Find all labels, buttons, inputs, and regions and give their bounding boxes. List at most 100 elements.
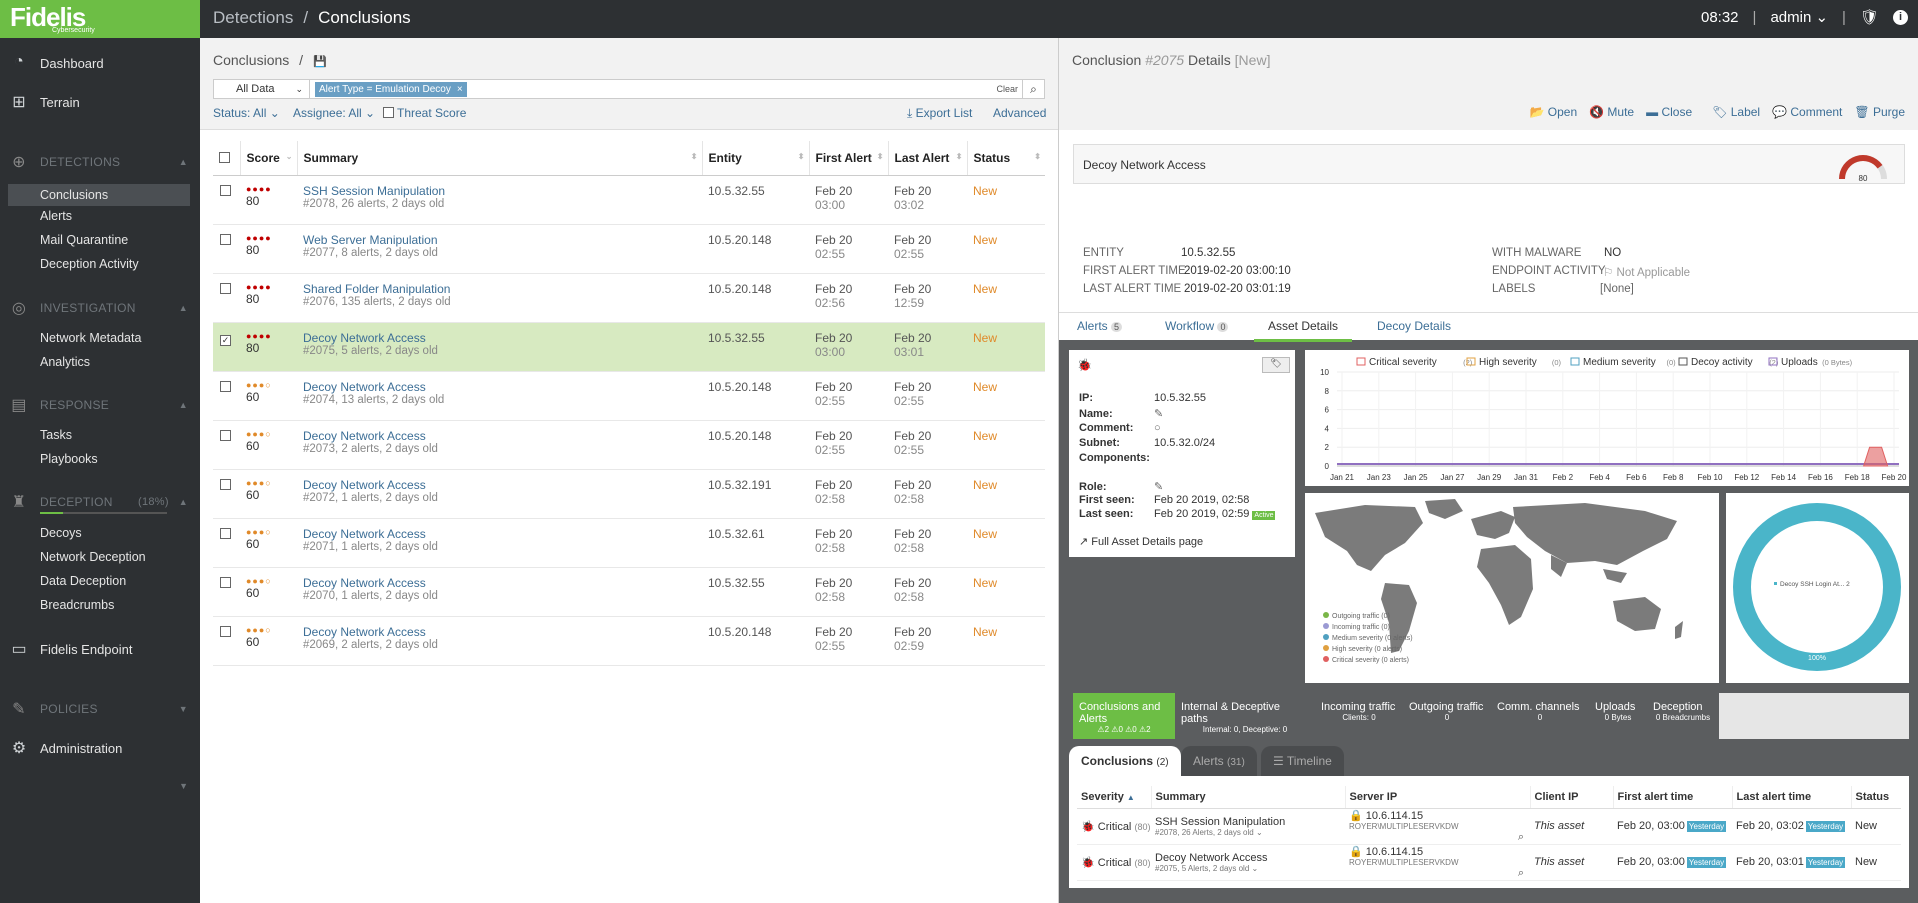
conclusion-title-link[interactable]: Web Server Manipulation xyxy=(303,232,438,247)
comment-button[interactable]: 💬 Comment xyxy=(1772,105,1843,119)
bcol-client-ip[interactable]: Client IP xyxy=(1530,786,1614,809)
sidebar-item-breadcrumbs[interactable]: Breadcrumbs xyxy=(40,598,115,612)
table-row[interactable]: ●●●○ 60 Decoy Network Access #2073, 2 alert… xyxy=(213,420,1045,470)
entity-cell[interactable]: 10.5.20.148 xyxy=(702,371,809,421)
checkbox[interactable] xyxy=(220,625,231,637)
entity-cell[interactable]: 10.5.20.148 xyxy=(702,420,809,470)
sidebar-item-conclusions[interactable]: Conclusions xyxy=(8,184,190,206)
advanced-button[interactable]: Advanced xyxy=(993,106,1047,120)
sidebar-item-network-metadata[interactable]: Network Metadata xyxy=(40,331,142,345)
sidebar-item-dashboard[interactable]: ◔ Dashboard xyxy=(0,52,200,74)
conclusion-title-link[interactable]: SSH Session Manipulation xyxy=(303,183,446,198)
conclusion-title-link[interactable]: Decoy Network Access xyxy=(303,330,426,345)
sidebar-item-playbooks[interactable]: Playbooks xyxy=(40,452,98,466)
context-tab[interactable]: Uploads 0 Bytes xyxy=(1589,693,1647,739)
context-tab[interactable]: Comm. channels 0 xyxy=(1491,693,1589,739)
row-checkbox[interactable] xyxy=(213,518,240,568)
context-tab[interactable]: Conclusions and Alerts ⚠2 ⚠0 ⚠0 ⚠2 xyxy=(1073,693,1175,739)
sidebar-item-terrain[interactable]: ⊞ Terrain xyxy=(0,91,200,113)
comment-icon[interactable]: ○ xyxy=(1154,422,1161,434)
checkbox[interactable] xyxy=(220,233,231,245)
export-list-button[interactable]: ⤓ Export List xyxy=(907,106,973,120)
breadcrumb-detections[interactable]: Detections xyxy=(213,8,294,27)
entity-cell[interactable]: 10.5.20.148 xyxy=(702,224,809,274)
table-row[interactable]: ●●●● 80 Web Server Manipulation #2077, 8 al… xyxy=(213,224,1045,274)
sidebar-section-detections[interactable]: ⊕ DETECTIONS ▲ xyxy=(0,151,200,173)
tab-timeline[interactable]: ☰ Timeline xyxy=(1261,746,1344,776)
entity-cell[interactable]: 10.5.32.191 xyxy=(702,469,809,519)
conclusion-title-link[interactable]: Decoy Network Access xyxy=(303,379,426,394)
sidebar-section-response[interactable]: ▤ RESPONSE ▲ xyxy=(0,394,200,416)
tab-alerts[interactable]: Alerts 5 xyxy=(1077,319,1123,333)
row-checkbox[interactable] xyxy=(213,567,240,617)
checkbox[interactable] xyxy=(220,184,231,196)
table-row[interactable]: ●●●● 80 SSH Session Manipulation #2078, 26 … xyxy=(213,175,1045,225)
zoom-icon[interactable]: ⌕ xyxy=(1517,830,1524,843)
conclusion-title-link[interactable]: Decoy Network Access xyxy=(303,526,426,541)
conclusion-title-link[interactable]: Decoy Network Access xyxy=(303,624,426,639)
sidebar-section-deception[interactable]: ♜ DECEPTION (18%) ▲ xyxy=(0,491,200,514)
row-checkbox[interactable]: ✓ xyxy=(213,322,240,372)
server-ip-cell[interactable]: 🔒 10.6.114.15 ROYER\MULTIPLESERVKDW ⌕ xyxy=(1345,844,1530,881)
full-asset-details-link[interactable]: ↗ Full Asset Details page xyxy=(1079,536,1204,548)
info-icon[interactable]: i xyxy=(1893,9,1908,25)
sidebar-item-data-deception[interactable]: Data Deception xyxy=(40,574,127,588)
sidebar-item-mail-quarantine[interactable]: Mail Quarantine xyxy=(40,233,129,247)
tab-workflow[interactable]: Workflow 0 xyxy=(1165,319,1229,333)
clear-filter-button[interactable]: Clear xyxy=(996,84,1018,94)
context-tab[interactable]: Outgoing traffic 0 xyxy=(1403,693,1491,739)
entity-cell[interactable]: 10.5.20.148 xyxy=(702,273,809,323)
checkbox[interactable] xyxy=(220,576,231,588)
row-checkbox[interactable] xyxy=(213,371,240,421)
sidebar-item-administration[interactable]: ⚙ Administration xyxy=(0,737,200,759)
status-filter[interactable]: Status: All ⌄ xyxy=(213,106,280,120)
context-tab[interactable]: Deception 0 Breadcrumbs xyxy=(1647,693,1719,739)
row-checkbox[interactable] xyxy=(213,175,240,225)
threat-score-toggle[interactable]: Threat Score xyxy=(383,106,466,120)
col-last-alert[interactable]: Last Alert ⬍ xyxy=(888,141,968,176)
mute-button[interactable]: 🔇 Mute xyxy=(1589,105,1635,119)
fidelis-logo[interactable]: Fidelis Cybersecurity xyxy=(0,0,200,38)
sidebar-item-tasks[interactable]: Tasks xyxy=(40,428,72,442)
sidebar-item-deception-activity[interactable]: Deception Activity xyxy=(40,257,139,271)
context-tab[interactable]: Internal & Deceptive paths Internal: 0, D… xyxy=(1175,693,1315,739)
entity-cell[interactable]: 10.5.32.55 xyxy=(702,322,809,372)
bcol-severity[interactable]: Severity ▲ xyxy=(1077,786,1152,809)
zoom-icon[interactable]: ⌕ xyxy=(1517,866,1524,879)
select-all[interactable] xyxy=(213,141,241,176)
sidebar-collapse[interactable]: ▼ xyxy=(0,775,200,797)
context-tab[interactable]: Incoming traffic Clients: 0 xyxy=(1315,693,1403,739)
close-button[interactable]: ▬ Close xyxy=(1646,105,1693,119)
row-checkbox[interactable] xyxy=(213,469,240,519)
purge-button[interactable]: 🗑 Purge xyxy=(1854,105,1905,119)
conclusion-title-link[interactable]: Shared Folder Manipulation xyxy=(303,281,451,296)
save-icon[interactable]: 💾 xyxy=(312,56,327,68)
bcol-server-ip[interactable]: Server IP xyxy=(1345,786,1531,809)
conclusion-title-link[interactable]: Decoy Network Access xyxy=(303,575,426,590)
summary-cell[interactable]: Decoy Network Access #2075, 5 Alerts, 2 d… xyxy=(1151,844,1345,881)
table-row[interactable]: ✓ ●●●● 80 Decoy Network Access #2075, 5 aler… xyxy=(213,322,1045,372)
conclusion-title-link[interactable]: Decoy Network Access xyxy=(303,477,426,492)
bcol-first-alert[interactable]: First alert time xyxy=(1613,786,1733,809)
sidebar-item-analytics[interactable]: Analytics xyxy=(40,355,91,369)
label-button[interactable]: 🏷 Label xyxy=(1712,105,1761,119)
checkbox[interactable] xyxy=(383,107,394,118)
tab-conclusions[interactable]: Conclusions (2) xyxy=(1069,746,1181,776)
edit-role-icon[interactable]: ✎ xyxy=(1154,481,1164,493)
sidebar-item-network-deception[interactable]: Network Deception xyxy=(40,550,146,564)
conclusion-title-link[interactable]: Decoy Network Access xyxy=(303,428,426,443)
col-score[interactable]: Score ⌄ xyxy=(240,141,298,176)
search-icon[interactable]: ⌕ xyxy=(1022,80,1044,98)
table-row[interactable]: ●●●○ 60 Decoy Network Access #2072, 1 alert… xyxy=(213,469,1045,519)
bcol-status[interactable]: Status xyxy=(1851,786,1901,809)
entity-cell[interactable]: 10.5.32.61 xyxy=(702,518,809,568)
notifications-icon[interactable]: 🛡 xyxy=(1859,9,1879,26)
edit-name-icon[interactable]: ✎ xyxy=(1154,408,1164,420)
table-row[interactable]: 🐞 Critical (80) Decoy Network Access #2075… xyxy=(1077,844,1901,881)
table-row[interactable]: 🐞 Critical (80) SSH Session Manipulation #… xyxy=(1077,808,1901,845)
sidebar-item-fidelis-endpoint[interactable]: ▭ Fidelis Endpoint xyxy=(0,638,200,660)
row-checkbox[interactable] xyxy=(213,616,240,666)
row-checkbox[interactable] xyxy=(213,273,240,323)
data-scope-select[interactable]: All Data ⌄ xyxy=(214,80,310,98)
row-checkbox[interactable] xyxy=(213,224,240,274)
